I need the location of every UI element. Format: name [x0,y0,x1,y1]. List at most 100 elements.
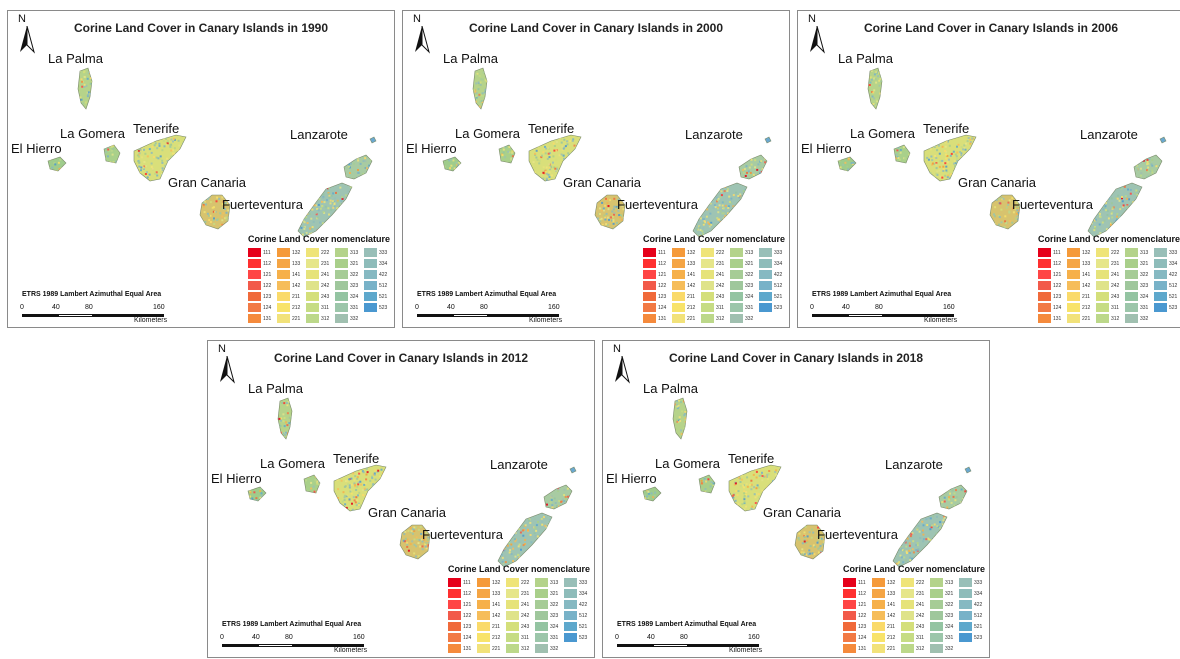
label-fuerteventura: Fuerteventura [422,527,503,542]
island-fuerteventura [1087,182,1143,238]
label-la-palma: La Palma [248,381,303,396]
island-fuerteventura [892,512,948,568]
legend-code: 331 [550,634,559,641]
map-title: Corine Land Cover in Canary Islands in 2… [273,351,529,365]
legend-empty [1154,313,1180,324]
legend-swatch [1067,259,1080,268]
legend-code: 312 [521,645,530,652]
legend-swatch [1096,248,1109,257]
legend-code: 324 [945,623,954,630]
legend-item-122: 122 [843,610,872,621]
legend-item-333: 333 [959,577,988,588]
legend-item-221: 221 [1067,313,1096,324]
legend-item-123: 123 [1038,291,1067,302]
legend-item-334: 334 [1154,258,1180,269]
legend-swatch [959,578,972,587]
legend-code: 523 [774,304,783,311]
legend-item-243: 243 [306,291,335,302]
legend-item-111: 111 [643,247,672,258]
label-la-gomera: La Gomera [455,126,521,141]
scale-tick: 0 [810,304,814,311]
legend-swatch [1067,314,1080,323]
legend-code: 243 [321,293,330,300]
legend-code: 121 [658,271,667,278]
legend-swatch [930,589,943,598]
legend-swatch [535,589,548,598]
legend-code: 123 [463,623,472,630]
legend-code: 123 [658,293,667,300]
legend-item-332: 332 [730,313,759,324]
legend-item-332: 332 [335,313,364,324]
legend-swatch [643,259,656,268]
legend-item-333: 333 [759,247,788,258]
legend-item-242: 242 [506,610,535,621]
legend-code: 212 [1082,304,1091,311]
legend-swatch [843,600,856,609]
north-arrow-icon [615,356,630,384]
legend-swatch [1096,281,1109,290]
legend-swatch [506,600,519,609]
legend-code: 243 [916,623,925,630]
legend-code: 321 [550,590,559,597]
legend-swatch [335,270,348,279]
scale-segment [417,314,453,317]
legend-code: 242 [716,282,725,289]
legend-swatch [759,303,772,312]
label-lanzarote: Lanzarote [290,127,348,142]
legend-swatch [1125,314,1138,323]
label-tenerife: Tenerife [133,121,180,136]
legend-swatch [477,633,490,642]
legend-item-312: 312 [901,643,930,654]
legend-item-311: 311 [306,302,335,313]
legend: Corine Land Cover nomenclature 111 132 222… [448,564,594,654]
legend-code: 124 [463,634,472,641]
scale-tick: 160 [943,304,955,311]
legend-swatch [643,270,656,279]
legend-swatch [448,578,461,587]
legend-code: 211 [292,293,300,300]
legend-swatch [1067,281,1080,290]
legend-code: 231 [321,260,330,267]
label-gran-canaria: Gran Canaria [563,175,642,190]
legend-swatch [701,259,714,268]
scale-bar: 0 40 80 160 Kilometers [615,634,777,657]
legend-swatch [930,622,943,631]
legend-swatch [1067,270,1080,279]
legend-item-111: 111 [248,247,277,258]
legend-item-322: 322 [535,599,564,610]
label-tenerife: Tenerife [528,121,575,136]
legend-swatch [364,292,377,301]
legend-swatch [535,644,548,653]
legend-code: 133 [492,590,501,597]
legend-item-512: 512 [364,280,393,291]
legend-code: 142 [1082,282,1091,289]
legend-title: Corine Land Cover nomenclature [448,564,591,574]
legend-item-112: 112 [843,588,872,599]
legend-swatch [930,633,943,642]
legend-swatch [277,292,290,301]
scale-tick: 80 [875,304,883,311]
scale-unit: Kilometers [924,317,958,324]
legend-item-324: 324 [1125,291,1154,302]
legend-code: 111 [858,579,866,586]
legend-swatch [506,633,519,642]
legend-swatch [643,248,656,257]
legend-item-313: 313 [535,577,564,588]
legend-swatch [872,622,885,631]
legend-item-313: 313 [930,577,959,588]
legend-item-121: 121 [248,269,277,280]
legend-item-241: 241 [506,599,535,610]
legend-item-132: 132 [477,577,506,588]
scale-segment [848,314,883,317]
legend-code: 332 [945,645,954,652]
legend-item-231: 231 [1096,258,1125,269]
legend-code: 322 [945,601,954,608]
legend-item-332: 332 [930,643,959,654]
legend-swatch [730,314,743,323]
island-gran-canaria [989,194,1021,230]
legend-title: Corine Land Cover nomenclature [643,234,786,244]
legend-item-512: 512 [1154,280,1180,291]
label-el-hierro: El Hierro [606,471,657,486]
legend-code: 211 [887,623,895,630]
scale-bar: 0 40 80 160 Kilometers [415,304,577,327]
